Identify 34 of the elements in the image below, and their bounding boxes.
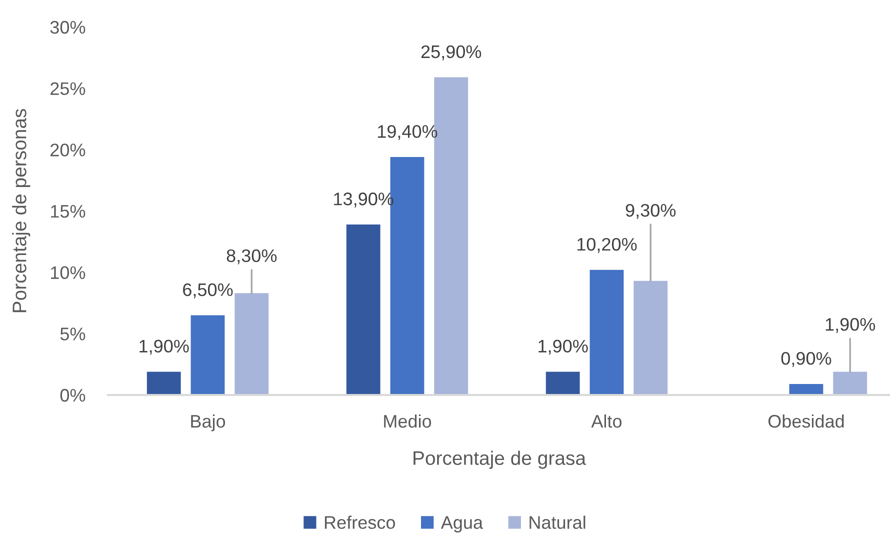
data-label: 10,20% [577,238,637,253]
bar [234,293,269,395]
x-axis-title: Porcentaje de grasa [414,450,586,469]
y-tick-label: 5% [60,328,86,340]
legend-label: Refresco [324,516,395,529]
y-tick-label: 10% [51,266,86,280]
bar [833,372,868,395]
data-label: 8,30% [226,249,277,264]
data-label: 0,90% [781,352,832,367]
bar [546,372,580,395]
y-tick-label: 25% [50,82,86,96]
bar [190,315,225,395]
bar [590,270,624,395]
data-label: 6,50% [183,283,233,298]
x-tick-label: Alto [591,414,622,428]
data-label: 1,90% [140,340,189,355]
bar [634,280,668,395]
y-tick-label: 30% [50,20,86,34]
x-tick-label: Obesidad [768,414,844,428]
legend-label: Natural [530,516,586,529]
y-tick-label: 20% [50,144,86,156]
data-label: 1,90% [538,340,588,355]
y-axis-title: Porcentaje de personas [12,109,30,312]
y-tick-label: 15% [51,205,86,218]
data-label: 19,40% [378,125,438,140]
legend-label: Agua [440,516,484,532]
data-label: 9,30% [626,204,676,219]
y-tick-label: 0% [60,388,86,402]
x-tick-label: Bajo [191,414,226,432]
data-label: 1,90% [826,318,876,333]
bar [146,372,181,395]
data-label: 25,90% [421,45,482,60]
x-tick-label: Medio [384,414,432,428]
bar [346,224,380,395]
